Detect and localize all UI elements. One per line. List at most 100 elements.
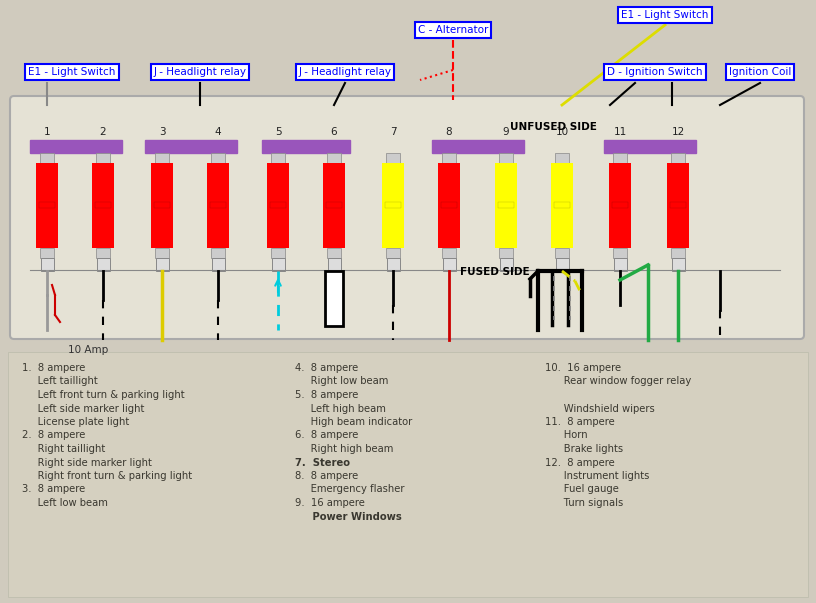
Bar (156, 258, 169, 271)
Bar (145, 140, 237, 153)
Text: 3.  8 ampere: 3. 8 ampere (22, 484, 85, 494)
Bar (270, 202, 286, 208)
Bar (271, 248, 285, 258)
Bar (613, 153, 627, 163)
Text: Power Windows: Power Windows (295, 511, 401, 522)
Text: 12: 12 (672, 127, 685, 137)
Text: 6.  8 ampere: 6. 8 ampere (295, 431, 358, 441)
Bar (212, 258, 225, 271)
Bar (438, 163, 460, 248)
Bar (555, 248, 569, 258)
Bar (326, 202, 342, 208)
Bar (551, 163, 573, 248)
Text: Emergency flasher: Emergency flasher (295, 484, 405, 494)
Bar (210, 202, 226, 208)
Text: Right taillight: Right taillight (22, 444, 105, 454)
Text: Horn: Horn (545, 431, 588, 441)
FancyBboxPatch shape (10, 96, 804, 339)
Bar (613, 248, 627, 258)
Text: Left side marker light: Left side marker light (22, 403, 144, 414)
Bar (670, 202, 686, 208)
Text: 11: 11 (614, 127, 627, 137)
Text: 4: 4 (215, 127, 221, 137)
Bar (271, 153, 285, 163)
Text: E1 - Light Switch: E1 - Light Switch (29, 67, 116, 77)
Bar (30, 140, 122, 153)
Bar (667, 163, 689, 248)
Bar (95, 202, 111, 208)
Bar (671, 153, 685, 163)
Text: 6: 6 (330, 127, 337, 137)
Bar (92, 163, 114, 248)
Bar (267, 163, 289, 248)
Text: 10 Amp: 10 Amp (68, 345, 109, 355)
Text: Left front turn & parking light: Left front turn & parking light (22, 390, 184, 400)
Bar (499, 248, 513, 258)
Bar (554, 202, 570, 208)
Text: 10.  16 ampere: 10. 16 ampere (545, 363, 621, 373)
Bar (155, 248, 169, 258)
Bar (262, 140, 350, 153)
Text: 8.  8 ampere: 8. 8 ampere (295, 471, 358, 481)
Text: 1: 1 (44, 127, 51, 137)
Text: Right side marker light: Right side marker light (22, 458, 152, 467)
Bar (443, 258, 456, 271)
Bar (672, 258, 685, 271)
Bar (207, 163, 229, 248)
Text: 9.  16 ampere: 9. 16 ampere (295, 498, 365, 508)
Bar (555, 153, 569, 163)
Text: Windshield wipers: Windshield wipers (545, 403, 654, 414)
Text: Right high beam: Right high beam (295, 444, 393, 454)
Text: J - Headlight relay: J - Headlight relay (153, 67, 246, 77)
Bar (97, 258, 110, 271)
Text: Instrument lights: Instrument lights (545, 471, 650, 481)
Text: Left low beam: Left low beam (22, 498, 108, 508)
Text: 2: 2 (100, 127, 106, 137)
Text: Ignition Coil: Ignition Coil (729, 67, 792, 77)
Bar (8, 352, 808, 597)
Bar (612, 202, 628, 208)
Text: Left high beam: Left high beam (295, 403, 386, 414)
Bar (325, 271, 343, 326)
Bar (604, 140, 696, 153)
Bar (151, 163, 173, 248)
Bar (328, 258, 341, 271)
Bar (40, 153, 54, 163)
Text: License plate light: License plate light (22, 417, 129, 427)
Text: C - Alternator: C - Alternator (418, 25, 488, 35)
Text: D - Ignition Switch: D - Ignition Switch (607, 67, 703, 77)
Text: 10: 10 (556, 127, 569, 137)
Bar (211, 248, 225, 258)
Text: Rear window fogger relay: Rear window fogger relay (545, 376, 691, 387)
Text: 1.  8 ampere: 1. 8 ampere (22, 363, 86, 373)
Text: FUSED SIDE: FUSED SIDE (460, 267, 530, 277)
Bar (499, 153, 513, 163)
Text: 11.  8 ampere: 11. 8 ampere (545, 417, 614, 427)
Bar (556, 258, 569, 271)
Bar (498, 202, 514, 208)
Bar (609, 163, 631, 248)
Text: 12.  8 ampere: 12. 8 ampere (545, 458, 614, 467)
Bar (671, 248, 685, 258)
Text: E1 - Light Switch: E1 - Light Switch (621, 10, 708, 20)
Bar (386, 248, 400, 258)
Text: 7: 7 (390, 127, 397, 137)
Bar (442, 153, 456, 163)
Text: 4.  8 ampere: 4. 8 ampere (295, 363, 358, 373)
Bar (272, 258, 285, 271)
Bar (39, 202, 55, 208)
Bar (327, 153, 341, 163)
Text: 5.  8 ampere: 5. 8 ampere (295, 390, 358, 400)
Bar (40, 248, 54, 258)
Bar (41, 258, 54, 271)
Text: Right front turn & parking light: Right front turn & parking light (22, 471, 192, 481)
Bar (385, 202, 401, 208)
Text: Left taillight: Left taillight (22, 376, 98, 387)
Text: 9: 9 (503, 127, 509, 137)
Text: Right low beam: Right low beam (295, 376, 388, 387)
Bar (155, 153, 169, 163)
Text: Fuel gauge: Fuel gauge (545, 484, 619, 494)
Text: Brake lights: Brake lights (545, 444, 623, 454)
Text: 3: 3 (158, 127, 166, 137)
Bar (96, 248, 110, 258)
